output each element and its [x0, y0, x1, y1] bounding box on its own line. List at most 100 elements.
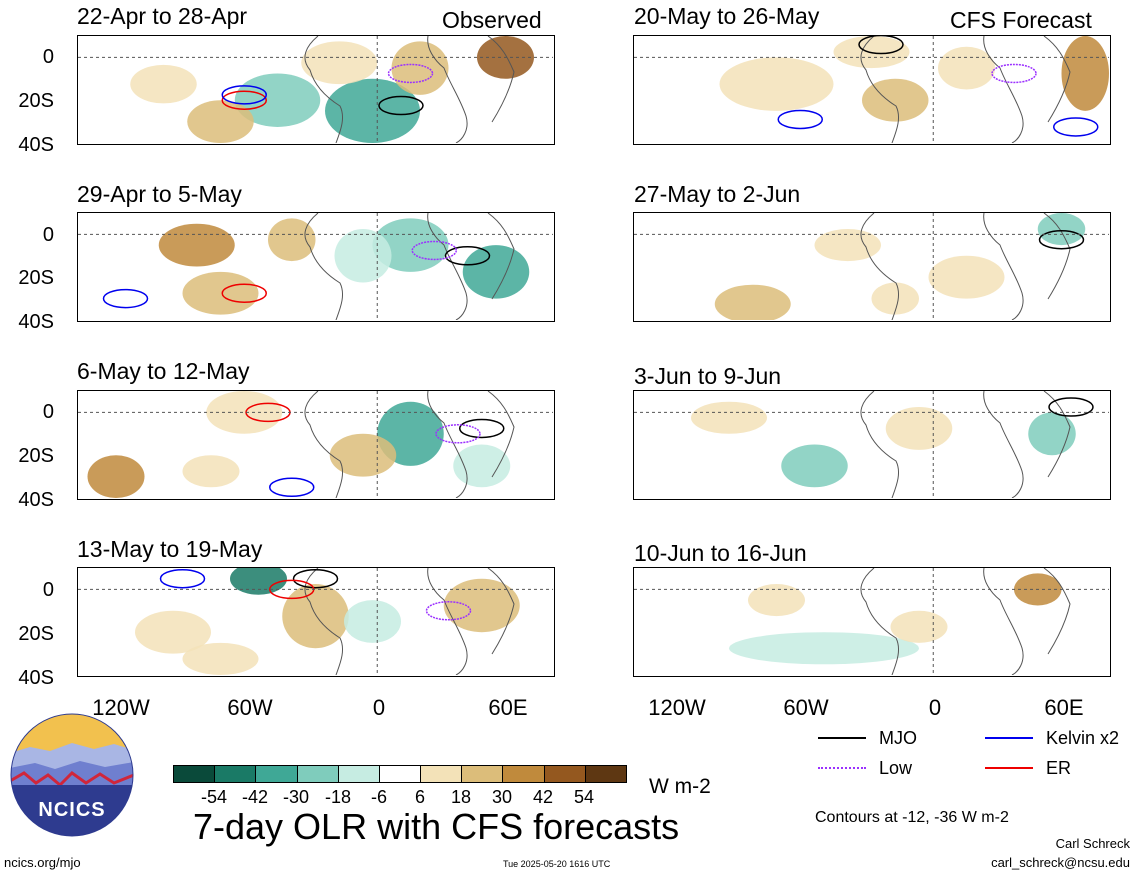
coastline	[983, 391, 1024, 498]
olr-anomaly-shading	[1037, 213, 1086, 246]
legend-label-kelvin: Kelvin x2	[1046, 728, 1120, 748]
olr-map-graphic	[634, 213, 1109, 320]
legend-swatch-low	[818, 767, 866, 769]
coastline	[860, 568, 899, 675]
author-email: carl_schreck@ncsu.edu	[991, 855, 1130, 870]
y-tick-20s-p1: 20S	[18, 90, 54, 112]
coastline	[304, 568, 343, 675]
x-tick-0: 0	[372, 695, 386, 720]
y-tick-0-p4: 0	[42, 579, 54, 601]
coastline	[860, 391, 899, 498]
colorbar-tick: 54	[573, 787, 595, 807]
colorbar-tick: 18	[450, 787, 472, 807]
olr-map-graphic	[78, 36, 553, 143]
olr-anomaly-shading	[182, 642, 259, 675]
x-tick-0: 0	[928, 695, 942, 720]
coastline	[487, 213, 515, 300]
coastline	[304, 391, 343, 498]
olr-anomaly-shading	[938, 46, 995, 90]
olr-map-graphic	[634, 36, 1109, 143]
olr-anomaly-shading	[691, 401, 767, 434]
colorbar-swatch	[461, 765, 504, 783]
coastline	[427, 213, 468, 320]
y-tick-0-p2: 0	[42, 224, 54, 246]
panel-title-right-1: 20-May to 26-May	[634, 3, 820, 29]
y-tick-0-p3: 0	[42, 401, 54, 423]
olr-map-panel	[77, 35, 555, 145]
panel-title-left-4: 13-May to 19-May	[77, 536, 263, 562]
coastline	[1043, 391, 1071, 478]
olr-anomaly-shading	[729, 632, 919, 665]
y-tick-40s-p3: 40S	[18, 489, 54, 511]
olr-map-graphic	[634, 391, 1109, 498]
olr-anomaly-shading	[443, 578, 520, 633]
website-link[interactable]: ncics.org/mjo	[4, 855, 81, 870]
x-tick-60w: 60W	[783, 695, 829, 720]
colorbar-units: W m-2	[649, 775, 711, 798]
olr-anomaly-shading	[1061, 36, 1109, 111]
coastline	[1043, 36, 1071, 123]
olr-anomaly-shading	[714, 284, 791, 320]
colorbar-tick: 30	[491, 787, 513, 807]
olr-anomaly-shading	[719, 57, 834, 111]
olr-map-panel	[633, 567, 1111, 677]
panel-title-right-2: 27-May to 2-Jun	[634, 181, 801, 207]
coastline	[983, 568, 1024, 675]
coastline	[983, 36, 1024, 143]
olr-anomaly-shading	[135, 610, 211, 654]
y-tick-20s-p4: 20S	[18, 623, 54, 645]
y-tick-40s-p2: 40S	[18, 311, 54, 333]
olr-map-panel	[633, 35, 1111, 145]
olr-anomaly-shading	[301, 41, 378, 85]
wave-contour	[777, 109, 823, 130]
olr-map-graphic	[634, 568, 1109, 675]
olr-anomaly-shading	[391, 41, 449, 95]
observed-label: Observed	[442, 7, 542, 33]
wave-contour	[159, 568, 206, 589]
wave-contour	[991, 63, 1037, 84]
olr-anomaly-shading	[928, 255, 1005, 299]
colorbar	[173, 765, 627, 783]
olr-map-graphic	[78, 213, 553, 320]
x-tick-60e: 60E	[488, 695, 528, 720]
olr-map-panel	[77, 390, 555, 500]
olr-anomaly-shading	[182, 455, 240, 488]
olr-anomaly-shading	[325, 78, 420, 143]
ncics-logo-graphic	[10, 713, 134, 837]
olr-map-panel	[77, 567, 555, 677]
x-tick-60e: 60E	[1044, 695, 1084, 720]
y-tick-40s-p1: 40S	[18, 134, 54, 156]
colorbar-swatch	[214, 765, 257, 783]
wave-contour	[378, 95, 424, 116]
olr-anomaly-shading	[372, 218, 449, 272]
olr-anomaly-shading	[158, 223, 235, 267]
olr-map-graphic	[78, 391, 553, 498]
olr-anomaly-shading	[206, 391, 283, 434]
y-tick-20s-p3: 20S	[18, 445, 54, 467]
wave-contour	[1053, 117, 1099, 137]
coastline	[427, 568, 468, 675]
olr-anomaly-shading	[268, 218, 316, 262]
olr-anomaly-shading	[187, 100, 254, 143]
panel-title-left-3: 6-May to 12-May	[77, 358, 250, 384]
coastline	[427, 36, 468, 143]
olr-anomaly-shading	[344, 600, 401, 643]
coastline	[427, 391, 468, 498]
olr-map-panel	[633, 390, 1111, 500]
wave-contour	[459, 418, 505, 439]
colorbar-swatch	[502, 765, 545, 783]
olr-anomaly-shading	[182, 271, 259, 315]
colorbar-swatch	[337, 765, 380, 783]
coastline	[983, 213, 1024, 320]
olr-map-panel	[77, 212, 555, 322]
colorbar-tick: -18	[324, 787, 351, 807]
coastline	[860, 36, 899, 143]
y-tick-20s-p2: 20S	[18, 267, 54, 289]
colorbar-swatch	[173, 765, 216, 783]
wave-contour	[1038, 230, 1085, 250]
wave-contour	[444, 246, 491, 266]
wave-contour	[269, 477, 315, 498]
coastline	[1043, 568, 1071, 655]
olr-anomaly-shading	[890, 610, 948, 643]
wave-contour	[292, 568, 339, 589]
